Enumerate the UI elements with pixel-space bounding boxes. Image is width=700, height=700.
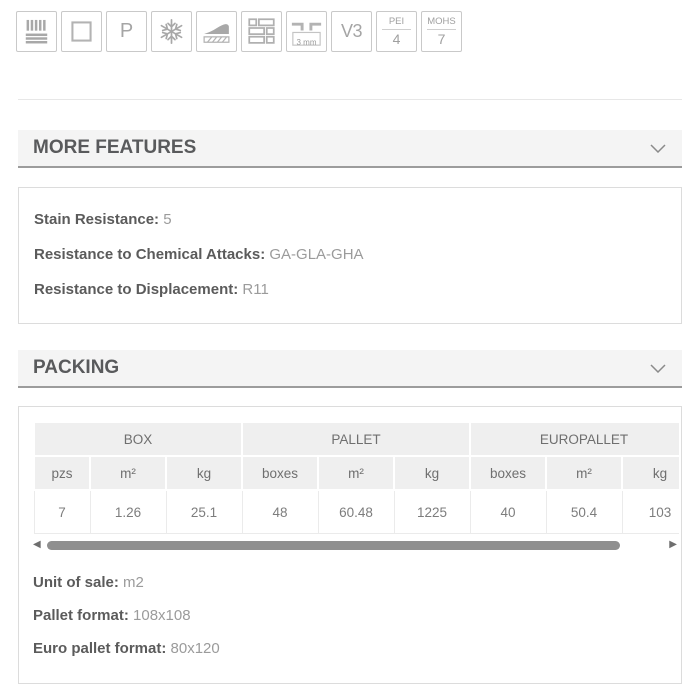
group-header-pallet: PALLET	[241, 421, 471, 457]
brick-pattern-icon	[241, 11, 282, 52]
chevron-down-icon[interactable]	[650, 363, 666, 373]
scroll-right-arrow-icon[interactable]: ▶	[669, 539, 677, 550]
table-cell: 1.26	[89, 489, 167, 534]
scrollbar-track[interactable]	[46, 540, 664, 550]
column-header: m²	[545, 455, 623, 491]
scrollbar-thumb[interactable]	[46, 540, 621, 550]
packing-title: PACKING	[33, 357, 120, 378]
rectified-edge-icon	[61, 11, 102, 52]
table-cell: 48	[241, 489, 319, 534]
chemical-resistance-row: Resistance to Chemical Attacks: GA-GLA-G…	[34, 246, 666, 264]
letter-p-label: P	[119, 20, 134, 42]
letter-p-icon: P	[106, 11, 147, 52]
column-header: pzs	[33, 455, 91, 491]
euro-pallet-format-row: Euro pallet format: 80x120	[33, 632, 666, 665]
column-header: boxes	[241, 455, 319, 491]
table-cell: 25.1	[165, 489, 243, 534]
chevron-down-icon[interactable]	[650, 143, 666, 153]
column-header: kg	[621, 455, 679, 491]
table-cell: 60.48	[317, 489, 395, 534]
packing-table: BOX PALLET EUROPALLET pzs m² kg boxes m²…	[33, 421, 679, 534]
unit-of-sale-label: Unit of sale:	[33, 574, 119, 591]
horizontal-scrollbar[interactable]: ◀ ▶	[33, 540, 677, 550]
scroll-left-arrow-icon[interactable]: ◀	[33, 539, 41, 550]
table-row: 7 1.26 25.1 48 60.48 1225 40 50.4 103	[33, 489, 679, 534]
column-header: kg	[165, 455, 243, 491]
table-cell: 103	[621, 489, 679, 534]
displacement-resistance-label: Resistance to Displacement:	[34, 281, 239, 298]
pei-label: PEI	[388, 16, 405, 28]
euro-pallet-format-value: 80x120	[170, 640, 220, 657]
underfloor-heating-icon	[16, 11, 57, 52]
packing-panel: BOX PALLET EUROPALLET pzs m² kg boxes m²…	[18, 406, 682, 684]
displacement-resistance-value: R11	[242, 281, 269, 298]
stain-resistance-label: Stain Resistance:	[34, 211, 160, 228]
pallet-format-value: 108x108	[133, 607, 191, 624]
pei-value: 4	[392, 30, 401, 47]
thickness-3mm-label: 3 mm	[296, 38, 317, 47]
pei-4-icon: PEI 4	[376, 11, 417, 52]
unit-of-sale-value: m2	[123, 574, 144, 591]
more-features-panel: Stain Resistance: 5 Resistance to Chemic…	[18, 187, 682, 324]
stain-resistance-row: Stain Resistance: 5	[34, 211, 666, 229]
frost-resistant-icon	[151, 11, 192, 52]
product-feature-icons: P	[0, 0, 700, 52]
table-cell: 1225	[393, 489, 471, 534]
group-header-box: BOX	[33, 421, 243, 457]
section-divider	[18, 99, 682, 100]
mohs-value: 7	[437, 30, 446, 47]
v3-label: V3	[340, 21, 363, 41]
more-features-title: MORE FEATURES	[33, 137, 197, 158]
mohs-label: MOHS	[427, 16, 456, 28]
euro-pallet-format-label: Euro pallet format:	[33, 640, 167, 657]
packing-details: Unit of sale: m2 Pallet format: 108x108 …	[33, 550, 681, 665]
anti-slip-ramp-icon	[196, 11, 237, 52]
table-cell: 50.4	[545, 489, 623, 534]
mohs-separator	[426, 28, 457, 30]
table-cell: 40	[469, 489, 547, 534]
pallet-format-label: Pallet format:	[33, 607, 129, 624]
chemical-resistance-value: GA-GLA-GHA	[269, 246, 364, 263]
thickness-3mm-icon: 3 mm	[286, 11, 327, 52]
mohs-7-icon: MOHS 7	[421, 11, 462, 52]
pallet-format-row: Pallet format: 108x108	[33, 599, 666, 632]
column-header: m²	[89, 455, 167, 491]
packing-accordion-header[interactable]: PACKING	[18, 350, 682, 388]
stain-resistance-value: 5	[163, 211, 172, 228]
column-header: kg	[393, 455, 471, 491]
table-column-header-row: pzs m² kg boxes m² kg boxes m² kg	[33, 455, 679, 491]
column-header: boxes	[469, 455, 547, 491]
packing-table-viewport: BOX PALLET EUROPALLET pzs m² kg boxes m²…	[33, 421, 679, 534]
pei-separator	[381, 28, 412, 30]
more-features-accordion-header[interactable]: MORE FEATURES	[18, 130, 682, 168]
column-header: m²	[317, 455, 395, 491]
group-header-europallet: EUROPALLET	[469, 421, 679, 457]
chemical-resistance-label: Resistance to Chemical Attacks:	[34, 246, 266, 263]
unit-of-sale-row: Unit of sale: m2	[33, 566, 666, 599]
table-cell: 7	[33, 489, 91, 534]
displacement-resistance-row: Resistance to Displacement: R11	[34, 281, 666, 299]
table-group-header-row: BOX PALLET EUROPALLET	[33, 421, 679, 457]
shade-variation-v3-icon: V3	[331, 11, 372, 52]
